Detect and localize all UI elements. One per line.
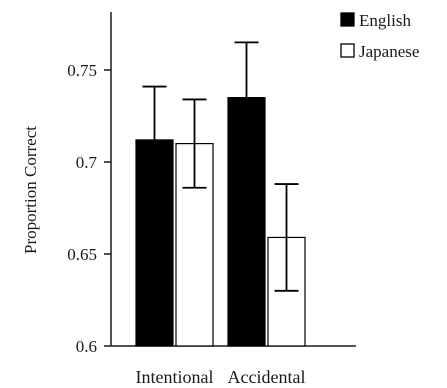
- legend-item-japanese: Japanese: [340, 42, 419, 61]
- y-tick-label: 0.75: [67, 61, 97, 80]
- y-axis-title: Proportion Correct: [21, 126, 40, 254]
- legend: English Japanese: [340, 11, 419, 61]
- error-bar-english-accidental: [234, 41, 259, 154]
- y-axis-ticks: 0.6 0.65 0.7 0.75: [67, 61, 111, 356]
- legend-label: Japanese: [359, 42, 419, 61]
- error-bar-japanese-intentional: [182, 98, 207, 189]
- category-label: Accidental: [228, 367, 306, 387]
- y-tick-label: 0.7: [76, 153, 98, 172]
- legend-item-english: English: [340, 11, 411, 30]
- legend-swatch: [340, 43, 355, 58]
- bars-group: [135, 96, 306, 347]
- category-label: Intentional: [136, 367, 214, 387]
- error-bar-english-intentional: [142, 85, 167, 195]
- legend-label: English: [359, 11, 411, 30]
- error-bar-japanese-accidental: [274, 183, 299, 292]
- error-bars-group: [142, 41, 299, 292]
- y-tick-label: 0.6: [76, 337, 97, 356]
- category-labels: Intentional Accidental: [136, 367, 306, 387]
- legend-swatch: [340, 12, 355, 27]
- y-tick-label: 0.65: [67, 245, 97, 264]
